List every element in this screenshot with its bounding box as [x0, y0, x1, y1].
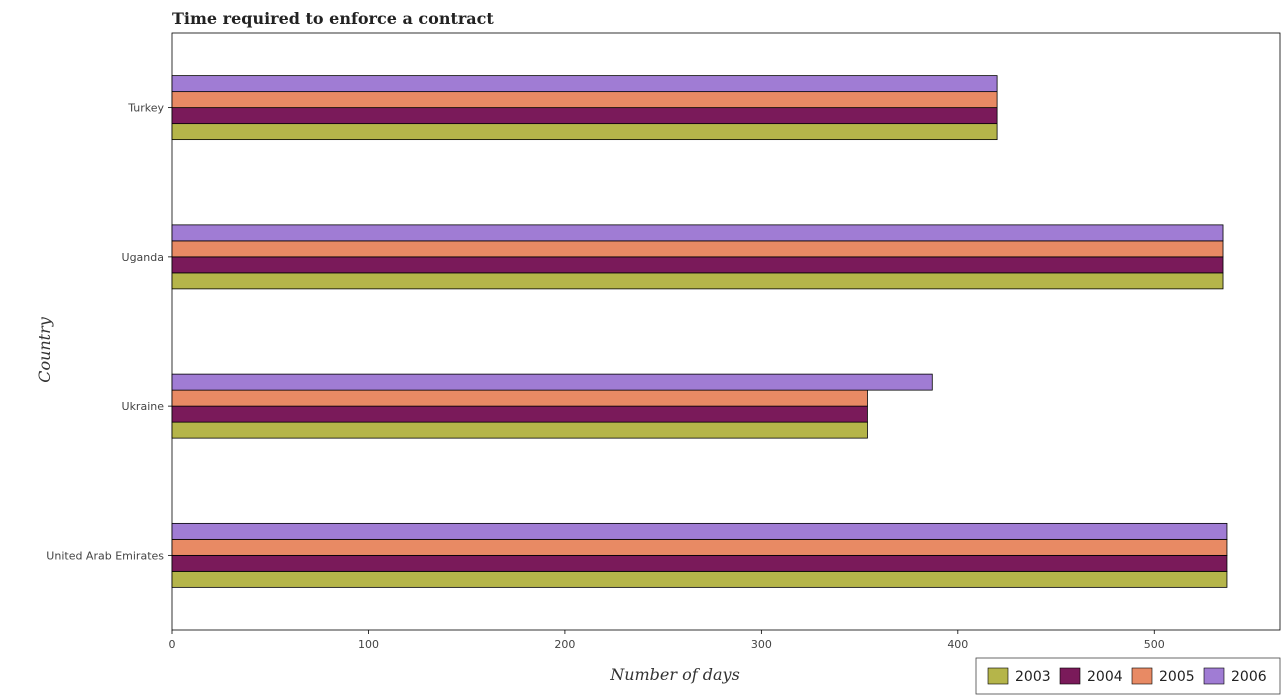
legend-label-2006: 2006 [1231, 669, 1267, 685]
bar-uganda-2006 [171, 224, 1224, 242]
bar-turkey-2005 [171, 91, 998, 109]
bar-uganda-2005 [171, 240, 1224, 258]
legend: 2003 2004 2005 2006 [975, 657, 1281, 695]
chart-title: Time required to enforce a contract [172, 9, 494, 28]
bar-united-arab-emirates-2005 [171, 538, 1228, 556]
x-tick-label: 200 [554, 638, 575, 651]
bar-united-arab-emirates-2003 [171, 570, 1228, 588]
x-tick-label: 100 [358, 638, 379, 651]
y-axis-label: Country [35, 316, 54, 383]
legend-swatch-2005 [1131, 667, 1153, 685]
x-tick-label: 400 [947, 638, 968, 651]
x-tick-label: 500 [1144, 638, 1165, 651]
x-tick-label: 300 [751, 638, 772, 651]
bar-ukraine-2004 [171, 405, 868, 423]
legend-swatch-2006 [1203, 667, 1225, 685]
bar-ukraine-2006 [171, 373, 933, 391]
legend-label-2004: 2004 [1087, 669, 1123, 685]
legend-swatch-2003 [987, 667, 1009, 685]
plot-area: Turkey Uganda Ukraine United Arab Emirates 0… [46, 32, 1281, 651]
bar-ukraine-2005 [171, 389, 868, 407]
bar-turkey-2003 [171, 123, 998, 141]
bar-uganda-2004 [171, 256, 1224, 274]
legend-box [975, 657, 1281, 695]
x-axis-label: Number of days [609, 665, 740, 684]
plot-frame [171, 32, 1281, 631]
bar-united-arab-emirates-2004 [171, 554, 1228, 572]
bar-ukraine-2003 [171, 421, 868, 439]
y-tick-label: Turkey [127, 102, 164, 115]
x-tick-label: 0 [169, 638, 176, 651]
bar-uganda-2003 [171, 272, 1224, 290]
bar-turkey-2004 [171, 107, 998, 125]
y-tick-label: Ukraine [122, 400, 165, 413]
legend-label-2005: 2005 [1159, 669, 1195, 685]
legend-swatch-2004 [1059, 667, 1081, 685]
y-tick-label: United Arab Emirates [46, 549, 164, 562]
bar-united-arab-emirates-2006 [171, 522, 1228, 540]
bar-turkey-2006 [171, 75, 998, 93]
y-tick-label: Uganda [122, 251, 164, 264]
legend-label-2003: 2003 [1015, 669, 1051, 685]
